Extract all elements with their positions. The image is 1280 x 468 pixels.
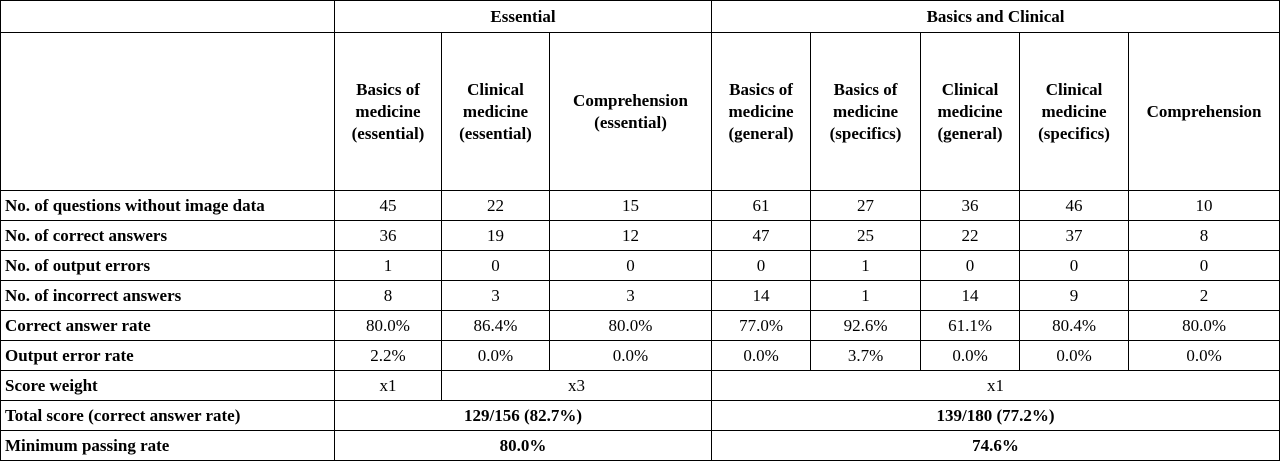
table-cell: 80.0%: [548, 310, 713, 341]
table-cell: 74.6%: [711, 430, 1280, 461]
row-label: No. of output errors: [0, 250, 335, 281]
table-cell: 25: [810, 220, 922, 251]
table-cell: 27: [810, 190, 922, 221]
table-cell: 0: [1128, 250, 1280, 281]
table-cell: 14: [920, 280, 1021, 311]
table-cell: 8: [334, 280, 442, 311]
table-cell: 92.6%: [810, 310, 922, 341]
table-cell: 3: [548, 280, 713, 311]
column-header-clinical-general: Clinical medicine (general): [920, 32, 1021, 191]
table-cell: 129/156 (82.7%): [333, 400, 713, 431]
table-row: No. of incorrect answers 8 3 3 14 1 14 9…: [0, 280, 1280, 311]
table-cell: 15: [548, 190, 713, 221]
table-cell: 3: [441, 280, 550, 311]
group-header-essential: Essential: [333, 0, 713, 33]
column-header-basics-essential: Basics of medicine (essential): [334, 32, 442, 191]
table-cell: 0: [441, 250, 550, 281]
table-cell: 46: [1019, 190, 1130, 221]
table-row: No. of questions without image data 45 2…: [0, 190, 1280, 221]
table-cell: 0.0%: [548, 340, 713, 371]
table-cell: 0: [920, 250, 1021, 281]
table-cell: 61: [711, 190, 812, 221]
table-row: Output error rate 2.2% 0.0% 0.0% 0.0% 3.…: [0, 340, 1280, 371]
table-row: Correct answer rate 80.0% 86.4% 80.0% 77…: [0, 310, 1280, 341]
row-label: Output error rate: [0, 340, 335, 371]
table-cell: 36: [334, 220, 442, 251]
table-cell: 0.0%: [711, 340, 812, 371]
table-cell: 0: [711, 250, 812, 281]
table-row: No. of correct answers 36 19 12 47 25 22…: [0, 220, 1280, 251]
table-cell: 80.0%: [333, 430, 713, 461]
row-label: No. of incorrect answers: [0, 280, 335, 311]
table-row: No. of output errors 1 0 0 0 1 0 0 0: [0, 250, 1280, 281]
table-cell: 1: [810, 280, 922, 311]
group-header-basics-clinical: Basics and Clinical: [711, 0, 1280, 33]
table-cell: 80.0%: [334, 310, 442, 341]
column-header-basics-general: Basics of medicine (general): [711, 32, 812, 191]
table-cell: 45: [334, 190, 442, 221]
table-cell: 14: [711, 280, 812, 311]
corner-cell: [0, 0, 335, 33]
table-cell: 19: [441, 220, 550, 251]
table-cell: 0.0%: [441, 340, 550, 371]
table-cell: 3.7%: [810, 340, 922, 371]
column-header-basics-specifics: Basics of medicine (specifics): [810, 32, 922, 191]
column-header-corner: [0, 32, 335, 191]
table-row: Score weight x1 x3 x1: [0, 370, 1280, 401]
table-cell: 8: [1128, 220, 1280, 251]
table-cell: 61.1%: [920, 310, 1021, 341]
table-cell: 80.4%: [1019, 310, 1130, 341]
column-header-comprehension: Comprehension: [1128, 32, 1280, 191]
table-cell: 37: [1019, 220, 1130, 251]
table-cell: 10: [1128, 190, 1280, 221]
table-cell: 22: [920, 220, 1021, 251]
table-cell: 86.4%: [441, 310, 550, 341]
table-cell: x1: [711, 370, 1280, 401]
row-label: No. of questions without image data: [0, 190, 335, 221]
column-header-clinical-essential: Clinical medicine (essential): [441, 32, 550, 191]
column-header-row: Basics of medicine (essential) Clinical …: [0, 32, 1280, 191]
table-cell: 12: [548, 220, 713, 251]
table-cell: 0.0%: [1019, 340, 1130, 371]
table-cell: 139/180 (77.2%): [711, 400, 1280, 431]
table-row: Minimum passing rate 80.0% 74.6%: [0, 430, 1280, 461]
row-label: Total score (correct answer rate): [0, 400, 335, 431]
row-label: Correct answer rate: [0, 310, 335, 341]
table-cell: 1: [810, 250, 922, 281]
table-cell: 22: [441, 190, 550, 221]
table-cell: 36: [920, 190, 1021, 221]
table-cell: 0: [548, 250, 713, 281]
table-cell: 2.2%: [334, 340, 442, 371]
row-label: Score weight: [0, 370, 335, 401]
table-cell: x1: [334, 370, 442, 401]
column-header-comprehension-essential: Comprehension (essential): [548, 32, 713, 191]
row-label: No. of correct answers: [0, 220, 335, 251]
table-cell: 0.0%: [920, 340, 1021, 371]
group-header-row: Essential Basics and Clinical: [0, 0, 1280, 33]
table-cell: 80.0%: [1128, 310, 1280, 341]
table-cell: 0.0%: [1128, 340, 1280, 371]
table-cell: x3: [440, 370, 713, 401]
table-cell: 47: [711, 220, 812, 251]
table-cell: 0: [1019, 250, 1130, 281]
row-label: Minimum passing rate: [0, 430, 335, 461]
table-cell: 1: [334, 250, 442, 281]
column-header-clinical-specifics: Clinical medicine (specifics): [1019, 32, 1130, 191]
table-row: Total score (correct answer rate) 129/15…: [0, 400, 1280, 431]
table-cell: 2: [1128, 280, 1280, 311]
table-cell: 9: [1019, 280, 1130, 311]
table-cell: 77.0%: [711, 310, 812, 341]
